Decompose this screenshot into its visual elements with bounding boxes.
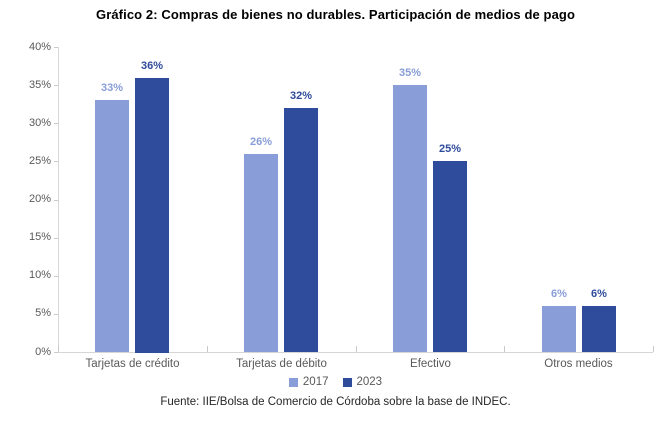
- legend-item: 2017: [288, 376, 329, 388]
- legend-item: 2023: [342, 376, 383, 388]
- y-axis-tick: [54, 123, 58, 124]
- y-axis-tick: [54, 200, 58, 201]
- legend-label: 2017: [302, 376, 329, 388]
- legend-label: 2023: [356, 376, 383, 388]
- bar-2023: [433, 161, 467, 352]
- category-label: Tarjetas de débito: [236, 358, 327, 370]
- bar-value-label: 6%: [551, 288, 567, 300]
- bar-2023: [135, 78, 169, 353]
- y-tick-label: 5%: [35, 307, 51, 319]
- x-axis-tick: [653, 346, 654, 352]
- bar-2023: [582, 306, 616, 352]
- y-axis-tick: [54, 161, 58, 162]
- y-tick-label: 30%: [28, 117, 51, 129]
- legend-swatch: [288, 377, 298, 387]
- y-axis-tick: [54, 238, 58, 239]
- y-axis-line: [58, 47, 59, 353]
- y-axis-tick: [54, 47, 58, 48]
- category-label: Otros medios: [544, 358, 613, 370]
- x-axis-tick: [504, 346, 505, 352]
- bar-value-label: 36%: [140, 60, 164, 72]
- legend-swatch: [342, 377, 352, 387]
- bar-value-label: 32%: [289, 90, 313, 102]
- x-axis-line: [58, 352, 653, 353]
- bar-2017: [244, 154, 278, 352]
- y-axis-tick: [54, 352, 58, 353]
- x-axis-tick: [207, 346, 208, 352]
- bar-value-label: 33%: [100, 82, 124, 94]
- bar-value-label: 26%: [249, 136, 273, 148]
- bar-value-label: 35%: [398, 67, 422, 79]
- bar-2017: [95, 100, 129, 352]
- chart-title: Gráfico 2: Compras de bienes no durables…: [95, 7, 576, 22]
- y-tick-label: 10%: [28, 269, 51, 281]
- category-label: Tarjetas de crédito: [85, 358, 180, 370]
- x-axis-tick: [356, 346, 357, 352]
- y-tick-label: 0%: [35, 346, 51, 358]
- bar-2017: [542, 306, 576, 352]
- y-tick-label: 20%: [28, 193, 51, 205]
- bar-value-label: 6%: [591, 288, 607, 300]
- category-label: Efectivo: [410, 358, 451, 370]
- y-tick-label: 15%: [28, 231, 51, 243]
- y-axis-tick: [54, 276, 58, 277]
- legend: 2017 2023: [0, 376, 671, 388]
- source-note: Fuente: IIE/Bolsa de Comercio de Córdoba…: [160, 396, 511, 408]
- y-axis-tick: [54, 85, 58, 86]
- bar-2023: [284, 108, 318, 352]
- y-axis-tick: [54, 314, 58, 315]
- y-tick-label: 25%: [28, 155, 51, 167]
- bar-2017: [393, 85, 427, 352]
- bar-value-label: 25%: [438, 143, 462, 155]
- x-axis-tick: [58, 346, 59, 352]
- y-tick-label: 40%: [28, 41, 51, 53]
- y-tick-label: 35%: [28, 79, 51, 91]
